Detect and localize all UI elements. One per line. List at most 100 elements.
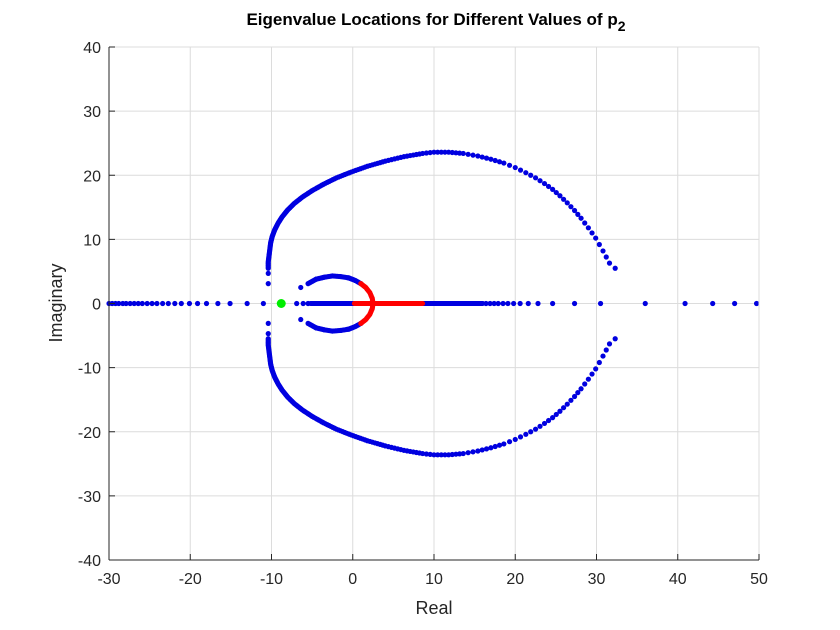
data-point	[131, 300, 137, 307]
data-point	[512, 436, 518, 443]
data-point	[523, 170, 529, 176]
y-tick-label: -10	[78, 361, 101, 378]
real-axis-right-blue-sparse	[483, 300, 760, 307]
data-point	[470, 152, 476, 158]
data-point	[144, 300, 150, 307]
data-point	[593, 366, 599, 372]
data-point	[116, 300, 122, 307]
data-point	[585, 376, 591, 382]
data-point	[517, 434, 524, 440]
data-point	[203, 300, 210, 307]
data-point	[420, 150, 426, 157]
y-tick-labels: -40 -30 -20 -10 0 10 20 30 40	[78, 40, 101, 570]
data-point	[276, 299, 286, 308]
data-point	[537, 423, 543, 429]
data-point	[135, 300, 141, 307]
data-point	[488, 445, 494, 451]
x-tick-label: -10	[260, 571, 283, 588]
data-point	[600, 353, 606, 359]
x-tick-label: 10	[425, 571, 443, 588]
data-point	[431, 149, 437, 155]
y-tick-label: 20	[83, 168, 101, 185]
data-point	[501, 441, 507, 447]
data-point	[541, 180, 548, 187]
data-point	[550, 415, 556, 421]
data-point	[442, 452, 448, 458]
data-point	[525, 300, 531, 307]
data-point	[160, 300, 166, 307]
data-point	[465, 151, 471, 157]
x-tick-labels: -30 -20 -10 0 10 20 30 40 50	[97, 571, 768, 588]
real-axis-left	[106, 300, 311, 307]
data-point	[479, 154, 485, 160]
data-point	[545, 417, 552, 424]
data-point	[568, 397, 574, 403]
outer-loop-upper	[265, 149, 618, 271]
y-tick-label: -40	[78, 553, 101, 570]
data-point	[512, 164, 518, 171]
data-point	[550, 186, 556, 192]
y-tick-label: -30	[78, 489, 101, 506]
inner-loop	[298, 273, 364, 334]
data-point	[420, 450, 426, 457]
data-point	[511, 300, 517, 307]
data-point	[589, 371, 595, 377]
data-point	[442, 149, 448, 155]
data-point	[612, 265, 618, 271]
data-point	[123, 300, 129, 307]
data-point	[431, 452, 437, 458]
data-point	[265, 331, 271, 337]
data-point	[465, 450, 471, 456]
data-point	[139, 300, 145, 307]
data-point	[564, 401, 570, 407]
data-point	[149, 300, 155, 307]
data-point	[753, 300, 760, 307]
data-point	[564, 200, 570, 206]
data-point	[710, 300, 716, 307]
data-point	[578, 215, 584, 221]
x-tick-label: 40	[669, 571, 687, 588]
data-point	[582, 381, 588, 387]
data-point	[496, 159, 503, 165]
data-point	[523, 431, 529, 437]
data-point	[578, 386, 584, 392]
data-point	[582, 220, 588, 226]
data-point	[227, 300, 233, 307]
x-tick-label: 0	[348, 571, 357, 588]
data-point	[537, 178, 543, 184]
data-point	[575, 211, 581, 217]
data-point	[215, 300, 221, 307]
data-point	[575, 390, 581, 396]
data-point	[557, 193, 563, 199]
data-point	[571, 300, 578, 307]
x-tick-label: 50	[750, 571, 768, 588]
data-point	[479, 447, 485, 453]
data-point	[553, 189, 559, 196]
y-tick-label: 40	[83, 40, 101, 57]
data-point	[682, 300, 688, 307]
data-point	[612, 336, 618, 342]
data-points	[106, 149, 760, 458]
data-point	[553, 411, 559, 418]
data-point	[491, 300, 497, 307]
data-point	[488, 156, 494, 162]
data-point	[483, 446, 490, 452]
outer-loop-isolated	[265, 270, 271, 337]
data-point	[603, 254, 609, 260]
y-tick-label: 0	[92, 297, 101, 314]
x-tick-label: -30	[97, 571, 120, 588]
data-point	[470, 449, 476, 455]
data-point	[603, 347, 609, 353]
data-point	[532, 426, 539, 432]
data-point	[600, 248, 606, 254]
data-point	[260, 300, 266, 307]
data-point	[475, 153, 481, 159]
data-point	[127, 300, 133, 307]
data-point	[265, 270, 271, 276]
data-point	[492, 443, 498, 450]
y-tick-label: 30	[83, 104, 101, 121]
data-point	[495, 300, 501, 307]
data-point	[496, 442, 503, 448]
data-point	[265, 320, 271, 326]
data-point	[194, 300, 201, 307]
